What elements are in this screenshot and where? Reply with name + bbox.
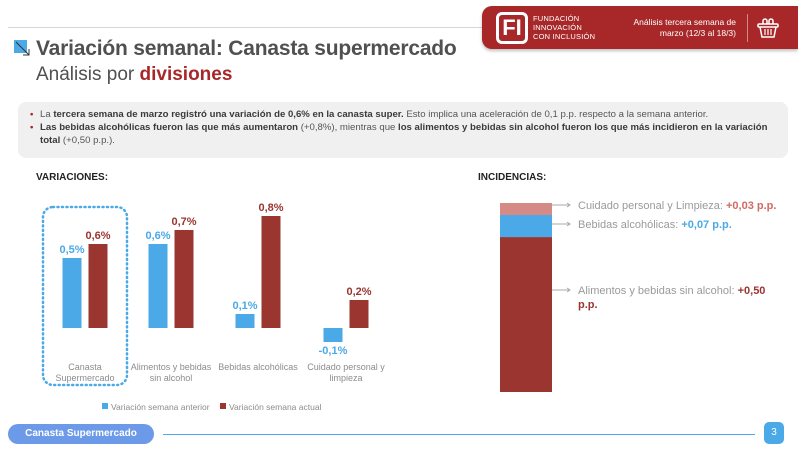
bar-previous (62, 258, 82, 328)
section-tab-canasta[interactable]: Canasta Supermercado (8, 424, 154, 444)
bar-value-label: 0,1% (232, 300, 257, 312)
page-subtitle: Análisis por divisiones (36, 64, 232, 86)
incidencias-heading: INCIDENCIAS: (478, 172, 547, 183)
bar-value-label: -0,1% (319, 345, 348, 357)
incidence-label: Cuidado personal y Limpieza: +0,03 p.p. (578, 200, 776, 212)
summary-bold: Las bebidas alcohólicas fueron las que m… (40, 122, 299, 133)
bar-current (174, 230, 194, 328)
bar-previous (323, 328, 343, 342)
arrow-head-icon (566, 221, 571, 227)
foundation-name-line: FUNDACIÓN (533, 14, 580, 23)
summary-text: La (40, 109, 54, 120)
incidence-value: +0,03 p.p. (726, 200, 776, 212)
summary-bold: tercera semana de marzo registró una var… (53, 109, 404, 120)
bar-current (349, 300, 369, 328)
incidence-segment (500, 203, 552, 215)
summary-text: (+0,8%), mientras que (298, 122, 399, 133)
summary-text: (+0,50 p.p.). (60, 135, 115, 146)
variaciones-heading: VARIACIONES: (36, 172, 109, 183)
period-line: Análisis tercera semana de (633, 17, 736, 27)
bar-current (261, 216, 281, 328)
bar-value-label: 0,7% (171, 216, 196, 228)
arrow-head-icon (566, 202, 571, 208)
foundation-name-line: INNOVACIÓN (533, 23, 582, 32)
incidence-value: +0,07 p.p. (681, 219, 731, 231)
legend-swatch (102, 403, 108, 409)
highlight-box (41, 205, 129, 387)
period-line: marzo (12/3 al 18/3) (659, 28, 736, 38)
foundation-name: FUNDACIÓN INNOVACIÓN CON INCLUSIÓN (533, 14, 595, 41)
arrow-head-icon (566, 287, 571, 293)
bar-value-label: 0,2% (346, 286, 371, 298)
legend-label: Variación semana anterior (111, 402, 210, 412)
basket-icon (757, 18, 779, 38)
bar-current (88, 244, 108, 328)
page-title: Variación semanal: Canasta supermercado (36, 37, 457, 60)
subtitle-highlight: divisiones (139, 64, 233, 85)
bar-value-label: 0,6% (85, 230, 110, 242)
top-divider (8, 27, 483, 28)
variaciones-chart: 0,5%0,6%CanastaSupermercado0,6%0,7%Alime… (41, 202, 385, 412)
incidencias-chart: Alimentos y bebidas sin alcohol: +0,50 p.… (500, 200, 776, 392)
category-label: limpieza (329, 373, 362, 383)
bar-value-label: 0,6% (145, 230, 170, 242)
category-label: Cuidado personal y (307, 362, 385, 372)
incidence-value: +0,50 (738, 285, 766, 297)
foundation-logo-icon: FI (496, 12, 528, 44)
incidence-unit: p.p. (578, 299, 598, 311)
incidence-segment (500, 237, 552, 392)
footer-divider (163, 434, 755, 435)
category-label: Alimentos y bebidas (131, 362, 212, 372)
bar-value-label: 0,5% (59, 244, 84, 256)
summary-bullet: La tercera semana de marzo registró una … (30, 108, 778, 121)
foundation-name-line: CON INCLUSIÓN (533, 32, 596, 41)
summary-text: Esto implica una aceleración de 0,1 p.p.… (403, 109, 709, 120)
title-arrow-icon (14, 40, 30, 56)
page-number: 3 (764, 422, 784, 444)
summary-box: La tercera semana de marzo registró una … (18, 102, 788, 158)
category-label: Canasta (68, 362, 102, 372)
incidence-label: Alimentos y bebidas sin alcohol: +0,50 p.… (578, 285, 765, 311)
bar-value-label: 0,8% (258, 202, 283, 214)
incidence-segment (500, 215, 552, 238)
bar-previous (148, 244, 168, 328)
summary-bold: los alimentos y bebidas sin alcohol fuer… (40, 122, 768, 146)
summary-bullet: Las bebidas alcohólicas fueron las que m… (30, 121, 778, 147)
header-banner: FI FUNDACIÓN INNOVACIÓN CON INCLUSIÓN An… (482, 6, 798, 49)
category-label: sin alcohol (150, 373, 193, 383)
bar-previous (235, 314, 255, 328)
legend-label: Variación semana actual (229, 402, 322, 412)
legend-swatch (220, 403, 226, 409)
subtitle-prefix: Análisis por (36, 64, 140, 85)
period-label: Análisis tercera semana de marzo (12/3 a… (596, 17, 736, 39)
header-divider (747, 14, 748, 42)
category-label: Supermercado (55, 373, 114, 383)
incidence-label: Bebidas alcohólicas: +0,07 p.p. (578, 219, 732, 231)
category-label: Bebidas alcohólicas (218, 362, 298, 372)
